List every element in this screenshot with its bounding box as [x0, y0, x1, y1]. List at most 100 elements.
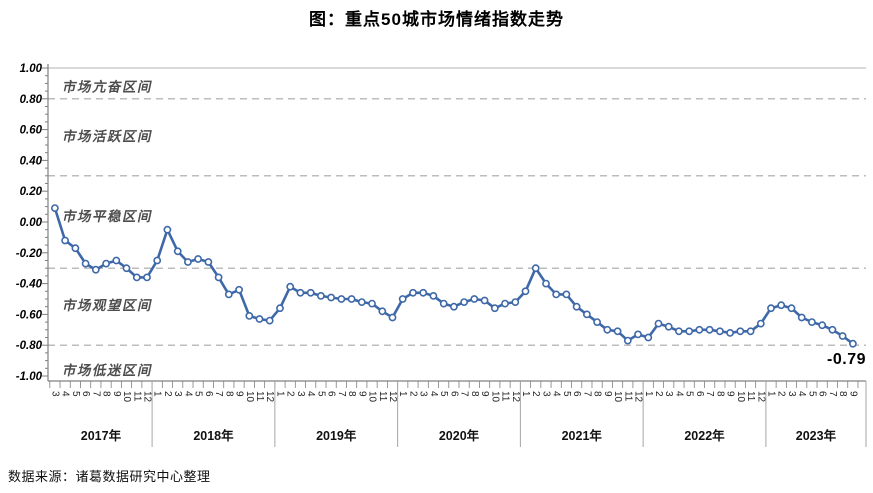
data-point-marker: [838, 332, 847, 340]
data-point-marker: [419, 288, 428, 297]
month-label: 8: [223, 391, 234, 397]
data-point-marker: [849, 339, 857, 348]
y-axis-label: -0.20: [16, 248, 43, 260]
month-label: 12: [387, 391, 398, 403]
month-label: 5: [561, 391, 572, 397]
data-point-marker: [572, 302, 581, 311]
month-label: 10: [367, 391, 378, 403]
month-label: 8: [714, 391, 725, 397]
month-label: 3: [786, 391, 797, 397]
zone-label: 市场观望区间: [61, 297, 154, 313]
month-label: 4: [428, 391, 439, 397]
y-axis-label: 0.60: [20, 125, 43, 137]
data-point-marker: [552, 290, 561, 299]
month-label: 12: [633, 391, 644, 403]
month-label: 10: [121, 391, 132, 403]
data-point-marker: [726, 328, 734, 337]
month-label: 1: [397, 391, 408, 397]
data-point-marker: [214, 273, 223, 282]
data-point-marker: [593, 318, 601, 326]
y-axis-label: -0.60: [16, 309, 43, 321]
data-point-marker: [245, 311, 254, 320]
data-point-marker: [716, 327, 724, 336]
data-point-marker: [276, 304, 284, 313]
data-point-marker: [460, 298, 468, 306]
data-point-marker: [644, 333, 653, 342]
month-label: 3: [540, 391, 551, 397]
month-label: 4: [60, 391, 71, 397]
data-point-marker: [777, 301, 786, 310]
month-label: 4: [551, 391, 562, 397]
data-point-marker: [194, 255, 202, 263]
data-point-marker: [695, 325, 704, 334]
month-label: 1: [152, 391, 163, 397]
year-label: 2018年: [193, 428, 234, 443]
data-point-marker: [623, 336, 632, 345]
data-point-marker: [787, 304, 796, 313]
month-label: 3: [295, 391, 306, 397]
data-point-marker: [583, 310, 591, 319]
month-label: 9: [356, 391, 367, 397]
data-point-marker: [51, 204, 59, 212]
data-point-marker: [767, 304, 775, 313]
month-label: 8: [101, 391, 112, 397]
data-point-marker: [265, 316, 274, 325]
month-label: 8: [469, 391, 480, 397]
month-label: 3: [172, 391, 183, 397]
data-point-marker: [736, 327, 745, 336]
month-label: 5: [806, 391, 817, 397]
month-label: 6: [203, 391, 214, 397]
data-point-marker: [501, 299, 509, 308]
month-label: 4: [673, 391, 684, 397]
data-point-marker: [470, 295, 479, 303]
data-point-marker: [562, 290, 571, 299]
month-label: 2: [162, 391, 173, 397]
zone-label: 市场低迷区间: [61, 362, 154, 378]
chart-title: 图：重点50城市场情绪指数走势: [309, 10, 564, 29]
year-label: 2023年: [796, 428, 837, 443]
month-label: 6: [817, 391, 828, 397]
data-point-marker: [388, 313, 397, 322]
month-label: 9: [479, 391, 490, 397]
data-point-marker: [153, 256, 162, 265]
month-label: 6: [448, 391, 459, 397]
data-point-marker: [603, 325, 612, 334]
month-label: 3: [49, 391, 60, 397]
source-note: 数据来源：诸葛数据研究中心整理: [8, 469, 211, 484]
zone-label: 市场活跃区间: [61, 128, 154, 144]
month-label: 5: [684, 391, 695, 397]
month-label: 2: [653, 391, 664, 397]
data-point-marker: [337, 295, 346, 303]
data-point-marker: [286, 282, 295, 291]
data-point-marker: [808, 318, 816, 326]
data-point-marker: [173, 247, 182, 256]
month-label: 6: [694, 391, 705, 397]
data-point-marker: [490, 304, 499, 313]
data-point-marker: [143, 273, 151, 282]
month-label: 10: [489, 391, 500, 403]
month-label: 5: [193, 391, 204, 397]
month-label: 5: [438, 391, 449, 397]
month-label: 3: [663, 391, 674, 397]
month-label: 5: [315, 391, 326, 397]
data-point-marker: [480, 296, 489, 305]
month-label: 2: [407, 391, 418, 397]
data-point-marker: [204, 258, 213, 266]
data-point-marker: [511, 298, 520, 306]
year-label: 2022年: [684, 428, 725, 443]
data-point-marker: [368, 299, 376, 308]
month-label: 12: [264, 391, 275, 403]
data-point-marker: [429, 291, 438, 300]
month-label: 11: [131, 391, 142, 402]
month-label: 11: [622, 391, 633, 402]
data-point-marker: [112, 256, 121, 265]
month-label: 1: [643, 391, 654, 397]
y-axis-label: 0.40: [20, 155, 43, 167]
data-point-marker: [685, 327, 694, 336]
data-point-marker: [102, 259, 110, 268]
data-point-marker: [664, 322, 673, 331]
last-value-label: -0.79: [827, 351, 866, 368]
data-point-marker: [613, 327, 622, 336]
month-label: 1: [274, 391, 285, 397]
